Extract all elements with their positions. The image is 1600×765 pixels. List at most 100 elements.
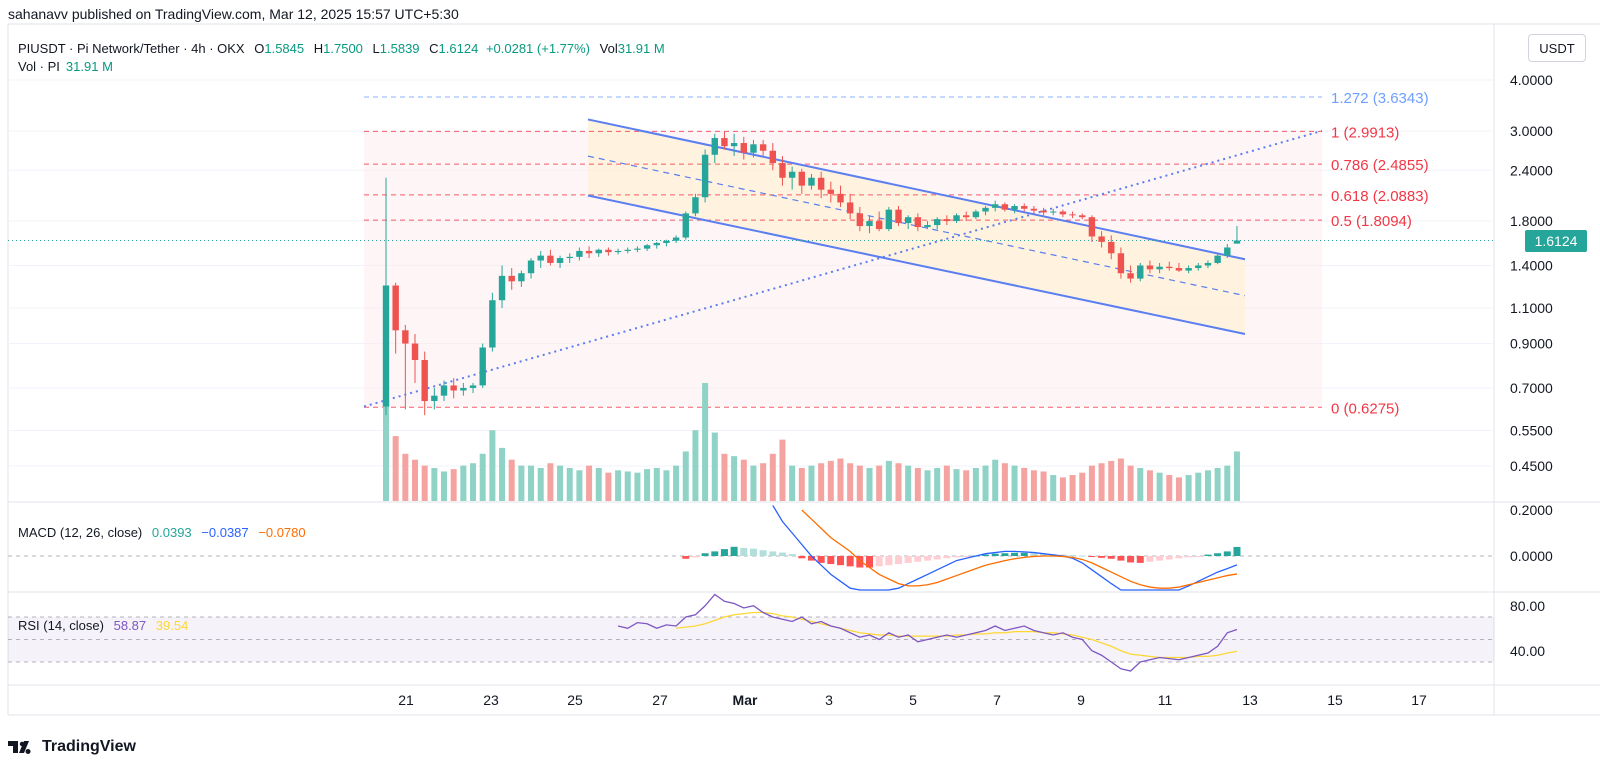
candle-body (1146, 265, 1154, 270)
macd-hist-bar (711, 551, 719, 556)
volume-bar (557, 465, 564, 501)
macd-hist-bar (1165, 556, 1173, 560)
candle-body (634, 248, 641, 250)
volume-bar (1166, 475, 1173, 501)
time-tick-label: 15 (1327, 692, 1343, 708)
volume-bar (528, 465, 535, 501)
candle-body (440, 385, 448, 396)
price-tick-label: 2.4000 (1510, 162, 1553, 178)
volume-bar (653, 467, 660, 501)
macd-hist-bar (1146, 556, 1154, 562)
candle-body (1127, 273, 1134, 279)
candle-body (837, 193, 844, 203)
volume-series-label[interactable]: Vol · PI (18, 59, 60, 74)
macd-legend: MACD (12, 26, close) 0.0393 −0.0387 −0.0… (18, 525, 306, 540)
candle-body (672, 237, 680, 241)
volume-bar (856, 465, 863, 501)
rsi-ma-line (676, 611, 1238, 659)
tradingview-brand[interactable]: TradingView (8, 738, 136, 756)
macd-hist-bar (1117, 556, 1125, 561)
macd-hist-bar (962, 556, 970, 557)
volume-bar (586, 465, 593, 501)
candle-body (411, 343, 419, 360)
volume-bar (1185, 475, 1192, 501)
candle-body (1079, 215, 1086, 218)
macd-tick-label: 0.0000 (1510, 548, 1553, 564)
macd-hist-bar (798, 556, 806, 559)
macd-tick-label: 0.2000 (1510, 502, 1553, 518)
volume-bar (615, 470, 622, 501)
rsi-title[interactable]: RSI (14, close) (18, 618, 104, 633)
volume-bar (460, 465, 467, 501)
volume-series-value: 31.91 M (65, 59, 113, 74)
candle-body (846, 202, 854, 214)
macd-hist-bar (1020, 552, 1028, 556)
candle-body (817, 177, 825, 190)
candle-body (469, 385, 477, 388)
rsi-legend: RSI (14, close) 58.87 39.54 (18, 618, 188, 633)
candle-body (769, 150, 776, 164)
candle-body (904, 217, 912, 224)
volume-bar (1137, 467, 1144, 501)
candle-body (798, 171, 806, 186)
macd-hist-bar (701, 553, 709, 556)
volume-bar (1001, 463, 1008, 501)
price-tick-label: 0.4500 (1510, 458, 1553, 474)
volume-bar (595, 467, 602, 501)
candle-body (1021, 206, 1028, 209)
symbol-name[interactable]: PIUSDT · Pi Network/Tether · 4h · OKX (18, 41, 245, 56)
macd-hist-bar (1214, 553, 1222, 556)
macd-hist-bar (1088, 556, 1096, 557)
candle-body (827, 189, 835, 194)
candle-body (1117, 253, 1125, 274)
candle-body (808, 177, 815, 186)
candle-body (1001, 204, 1009, 210)
macd-title[interactable]: MACD (12, 26, close) (18, 525, 143, 540)
volume-bar (412, 459, 419, 501)
candle-body (1195, 265, 1202, 269)
candle-body (1108, 241, 1115, 254)
fib-level-label: 0.786 (2.4855) (1331, 157, 1429, 174)
rsi-line (617, 593, 1238, 672)
volume-bar (1108, 460, 1115, 501)
macd-hist-bar (827, 556, 835, 565)
volume-bar (450, 469, 457, 501)
volume-bar (1059, 477, 1066, 501)
volume-bar (692, 430, 699, 501)
macd-hist-bar (1185, 556, 1193, 558)
time-tick-label: 21 (398, 692, 414, 708)
open-label: O (254, 41, 265, 56)
volume-bar (702, 383, 709, 501)
volume-bar (972, 467, 979, 501)
volume-bar (673, 465, 680, 501)
time-tick-label: 27 (652, 692, 668, 708)
volume-bar (537, 467, 544, 501)
price-tick-label: 0.7000 (1510, 380, 1553, 396)
candle-body (643, 245, 651, 249)
candle-body (450, 385, 457, 391)
last-price-tag: 1.6124 (1525, 229, 1587, 252)
volume-legend: Vol · PI 31.91 M (18, 59, 113, 74)
volume-bar (943, 465, 950, 501)
candle-body (585, 250, 593, 254)
macd-hist-bar (1194, 556, 1202, 557)
fib-level-label: 1 (2.9913) (1331, 124, 1399, 141)
candle-body (856, 213, 864, 227)
macd-hist-bar (1059, 554, 1067, 556)
candle-body (788, 171, 796, 178)
rsi-band (8, 617, 1494, 662)
candle-body (614, 250, 622, 253)
candle-body (431, 395, 438, 402)
tradingview-logo-icon (8, 741, 31, 754)
candle-body (972, 211, 980, 218)
macd-hist-bar (943, 556, 951, 559)
macd-hist-bar (1156, 556, 1164, 561)
time-tick-label: 13 (1242, 692, 1258, 708)
candle-body (595, 249, 602, 254)
channel-lower-line (587, 194, 1246, 335)
candle-body (489, 300, 496, 348)
currency-button[interactable]: USDT (1528, 34, 1586, 62)
candle-body (750, 144, 757, 153)
candle-body (1166, 266, 1173, 269)
